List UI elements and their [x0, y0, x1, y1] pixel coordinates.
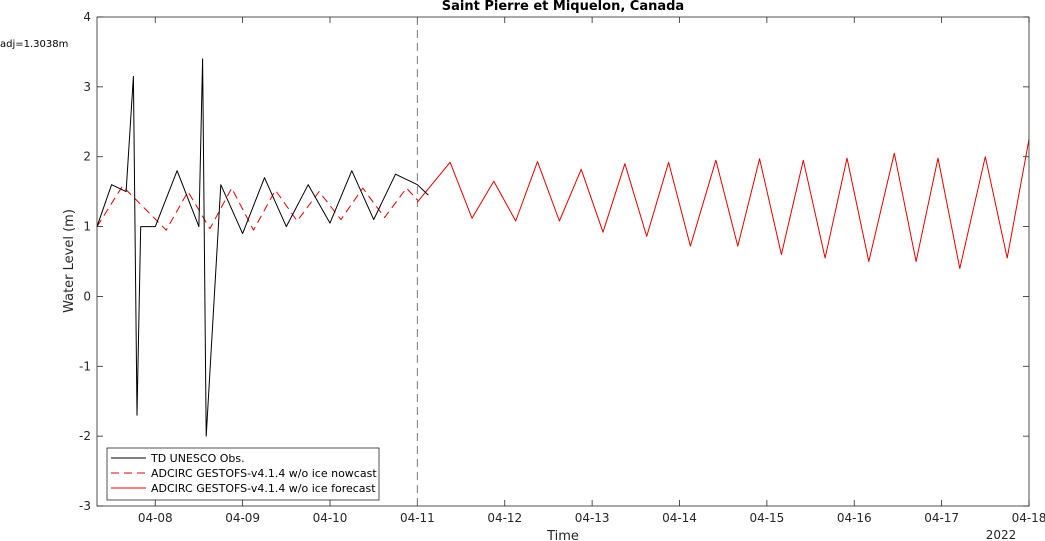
y-tick-label: -3: [79, 499, 91, 513]
legend-label-nowcast: ADCIRC GESTOFS-v4.1.4 w/o ice nowcast: [151, 467, 377, 480]
plot-frame: [96, 16, 1030, 507]
y-tick-label: 2: [83, 150, 91, 164]
x-tick-label: 04-10: [313, 511, 348, 525]
x-tick-label: 04-13: [575, 511, 610, 525]
x-tick-label: 04-14: [662, 511, 697, 525]
x-tick-label: 04-09: [225, 511, 260, 525]
legend-label-obs: TD UNESCO Obs.: [150, 452, 245, 465]
x-tick-label: 04-17: [924, 511, 959, 525]
y-tick-label: -1: [79, 359, 91, 373]
series-nowcast-line: [96, 185, 418, 231]
axis-ticks: -3 -2 -1 0 1 2 3 4 04-08 04-09 04-10 04-11 04-12 04-1…: [79, 10, 1045, 525]
x-tick-label: 04-12: [487, 511, 522, 525]
series-group: [96, 58, 1030, 437]
x-tick-label: 04-18: [1012, 511, 1045, 525]
x-axis-year-label: 2022: [986, 528, 1017, 541]
legend: TD UNESCO Obs. ADCIRC GESTOFS-v4.1.4 w/o…: [106, 447, 380, 501]
series-obs-line: [96, 58, 429, 437]
chart-title: Saint Pierre et Miquelon, Canada: [442, 0, 684, 14]
x-tick-label: 04-11: [400, 511, 435, 525]
y-axis-label: Water Level (m): [62, 209, 77, 313]
y-tick-label: 0: [83, 289, 91, 303]
y-tick-label: 4: [83, 10, 91, 24]
adjustment-annotation: adj=1.3038m: [0, 39, 68, 50]
x-tick-label: 04-15: [749, 511, 784, 525]
legend-box: [106, 447, 380, 501]
y-tick-label: 1: [83, 220, 91, 234]
y-tick-label: -2: [79, 429, 91, 443]
x-axis-label: Time: [546, 529, 579, 541]
legend-label-forecast: ADCIRC GESTOFS-v4.1.4 w/o ice forecast: [151, 482, 376, 495]
y-tick-label: 3: [83, 80, 91, 94]
series-forecast-line: [417, 139, 1030, 269]
x-tick-label: 04-16: [837, 511, 872, 525]
x-tick-label: 04-08: [138, 511, 173, 525]
plot-area: [97, 17, 1029, 506]
